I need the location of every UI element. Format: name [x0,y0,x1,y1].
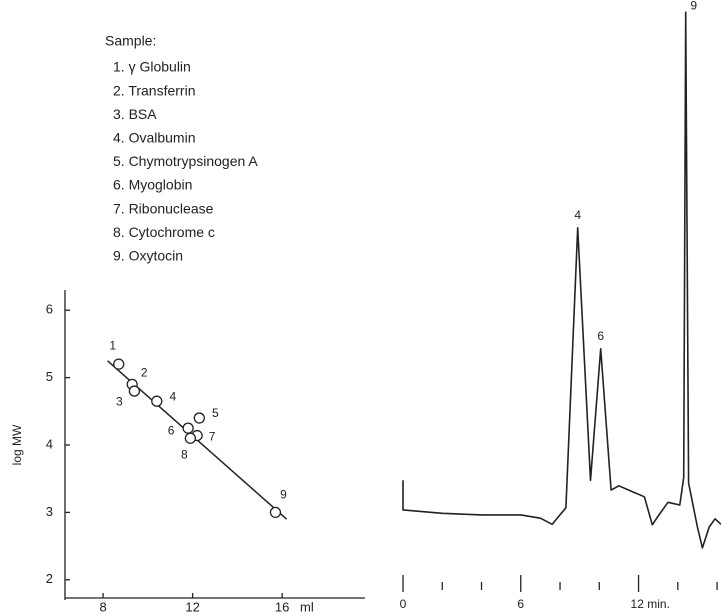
y-tick-label: 6 [46,302,53,317]
legend-item: 5. Chymotrypsinogen A [113,153,258,169]
legend-item: 3. BSA [113,106,157,122]
x-tick-label: 12 [185,599,199,614]
point-label: 5 [212,406,219,420]
legend-title: Sample: [105,33,156,49]
point-label: 8 [181,447,188,461]
point-label: 1 [109,338,116,352]
y-axis-label: log MW [10,424,24,465]
data-point [269,506,282,519]
x-tick-label: 8 [99,599,106,614]
y-tick-label: 3 [46,504,53,519]
data-point [151,395,163,407]
peak-label: 9 [690,0,697,12]
legend-item: 9. Oxytocin [113,248,183,264]
legend-item: 4. Ovalbumin [113,130,195,146]
x-tick-label: 12 min. [631,597,670,611]
y-tick-label: 5 [46,369,53,384]
x-tick-label: 6 [517,597,524,611]
peak-label: 6 [597,329,604,343]
point-label: 9 [280,488,287,502]
x-tick-label: 0 [400,597,407,611]
data-point [128,385,141,397]
point-label: 4 [169,389,176,403]
legend-item: 7. Ribonuclease [113,200,214,216]
x-tick-label: 16 [275,599,289,614]
legend-item: 1. γ Globulin [113,59,191,75]
data-point [113,358,125,370]
peak-label: 4 [574,208,581,222]
data-point [184,432,197,444]
y-tick-label: 2 [46,571,53,586]
legend-item: 8. Cytochrome c [113,224,215,240]
point-label: 2 [141,366,148,380]
point-label: 3 [116,394,123,408]
chromatogram-trace [402,11,721,549]
data-point [182,422,194,434]
x-axis-label: ml [300,599,314,614]
data-point [193,412,205,424]
point-label: 7 [209,430,216,444]
y-tick-label: 4 [46,436,53,451]
legend-item: 6. Myoglobin [113,177,192,193]
legend-item: 2. Transferrin [113,82,195,98]
point-label: 6 [168,423,175,437]
